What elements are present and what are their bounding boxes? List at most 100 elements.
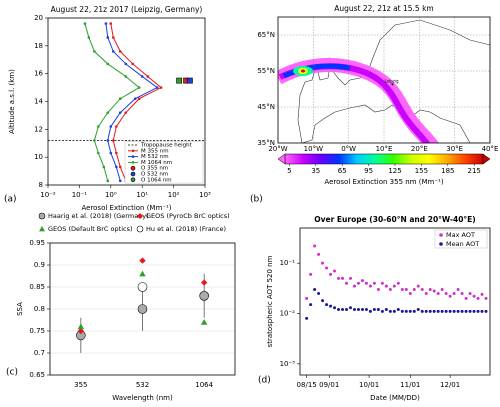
point [321,261,325,265]
colorbar-tick-label: 5 [287,167,291,175]
point [440,287,444,291]
x-tick-label: 10°E [376,145,393,153]
y-axis-label: stratospheric AOT 520 nm [266,255,274,347]
y-tick-label: 0.95 [29,239,45,247]
point [468,309,472,313]
colorbar-label: Aerosol Extinction 355 nm (Mm⁻¹) [324,178,443,186]
x-tick-label: 355 [74,381,87,389]
colorbar-tick-label: 35 [311,167,320,175]
city-label: Leipzig [384,78,398,83]
x-tick-label: 10³ [199,191,211,199]
marker [137,97,141,101]
point [460,309,464,313]
point [404,287,408,291]
point [388,309,392,313]
point [464,296,468,300]
marker [137,304,148,314]
marker [133,97,137,101]
marker [118,165,122,169]
marker [106,139,110,142]
marker [115,151,118,155]
x-tick-label: 10⁰ [105,191,117,199]
point [400,287,404,291]
x-tick-label: 10⁻² [40,191,56,199]
point [420,309,424,313]
marker [137,282,148,292]
x-tick-label: 11/01 [400,381,420,389]
colorbar-tick-label: 215 [468,167,481,175]
marker [111,50,115,53]
marker [106,179,110,183]
legend-label: Tropopause height [140,143,193,149]
marker [131,62,135,66]
point [408,291,412,295]
marker [97,151,100,155]
marker [159,86,163,89]
marker [139,270,146,277]
y-tick-label: 55°N [257,67,275,75]
marker [109,125,113,128]
point [317,252,321,256]
legend-marker [439,233,443,237]
legend-label: M 532 nm [141,154,169,160]
x-tick-label: 10/01 [359,381,379,389]
marker [155,86,159,89]
marker [124,75,128,78]
legend-marker [137,213,143,219]
point [372,308,376,312]
marker [111,36,115,39]
marker [118,97,122,101]
point [305,296,309,300]
colorbar-tick-label: 95 [364,167,373,175]
marker [118,179,122,183]
point [448,294,452,298]
y-tick-label: 10⁻³ [280,360,296,368]
point [392,284,396,288]
x-tick-label: 1064 [195,381,213,389]
legend-label: Mean AOT [446,240,479,248]
legend-marker [130,165,136,171]
point [388,287,392,291]
point [392,309,396,313]
x-tick-label: 09/01 [319,381,339,389]
point [456,287,460,291]
point [317,291,321,295]
point [400,309,404,313]
point [432,309,436,313]
chart-title: August 22, 21z 2017 (Leipzig, Germany) [51,5,203,14]
point [376,287,380,291]
marker [111,139,115,142]
x-tick-label: 08/15 [297,381,317,389]
x-axis-label: Wavelength (nm) [112,394,173,402]
x-tick-label: 10°W [304,145,323,153]
point [348,306,352,310]
colorbar-tick-label: 185 [441,167,454,175]
marker [77,323,85,330]
y-tick-label: 8 [39,181,43,189]
point [468,291,472,295]
panel-label: (b) [250,195,263,205]
point [309,303,313,307]
x-tick-label: 12/01 [440,381,460,389]
point [384,284,388,288]
point [428,287,432,291]
legend-label: O 1064 nm [141,177,172,183]
marker [109,151,113,155]
y-tick-label: 18 [34,42,43,50]
panel-label: (a) [4,195,17,205]
point [444,291,448,295]
marker [137,86,141,89]
point [305,316,309,320]
x-tick-label: 10¹ [136,191,148,199]
point [352,308,356,312]
point [476,296,480,300]
point [309,272,313,276]
x-axis-label: Date (MM/DD) [370,394,420,402]
point [476,309,480,313]
y-tick-label: 0.8 [34,305,45,313]
marker [115,125,118,128]
marker [102,165,106,169]
point [329,272,333,276]
legend-label: M 355 nm [141,148,169,154]
